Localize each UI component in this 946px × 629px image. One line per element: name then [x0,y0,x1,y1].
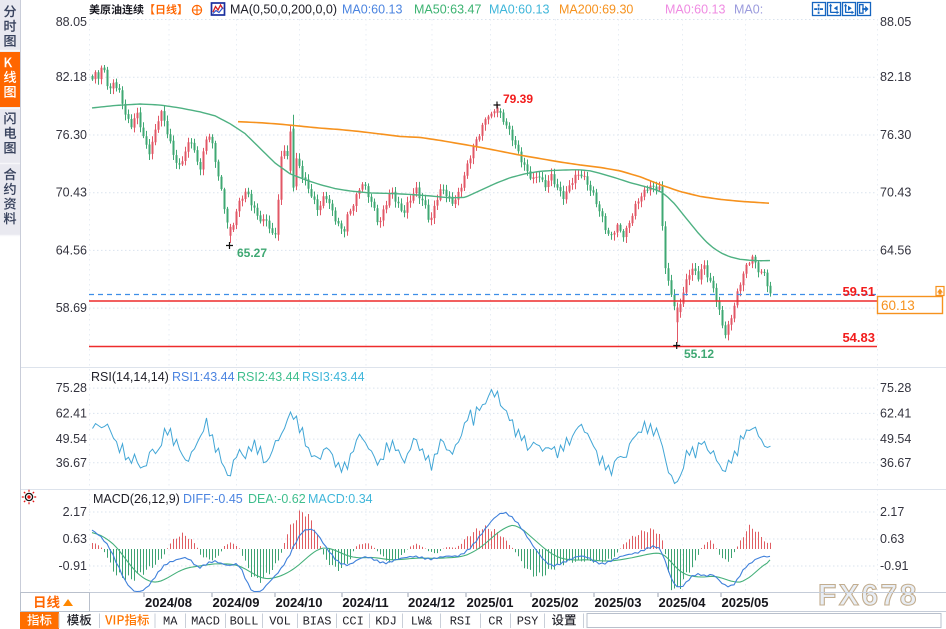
svg-text:PSY: PSY [517,615,539,629]
svg-text:36.67: 36.67 [880,456,911,470]
svg-text:54.83: 54.83 [842,330,875,345]
svg-text:2024/12: 2024/12 [408,595,455,610]
svg-text:59.51: 59.51 [842,284,875,299]
svg-text:2025/05: 2025/05 [722,595,769,610]
svg-text:82.18: 82.18 [880,70,911,84]
svg-text:RSI1:43.44: RSI1:43.44 [172,370,235,384]
svg-text:MACD:0.34: MACD:0.34 [308,492,373,506]
svg-text:58.69: 58.69 [56,301,87,315]
svg-text:FX678: FX678 [818,579,919,612]
svg-text:55.12: 55.12 [684,347,714,361]
svg-text:2.17: 2.17 [63,505,87,519]
svg-text:-0.91: -0.91 [59,559,88,573]
svg-text:KDJ: KDJ [375,615,397,629]
svg-text:75.28: 75.28 [880,381,911,395]
svg-text:36.67: 36.67 [56,456,87,470]
svg-text:RSI: RSI [450,615,472,629]
svg-text:MA0:60.13: MA0:60.13 [665,3,726,17]
svg-text:88.05: 88.05 [56,15,87,29]
svg-text:75.28: 75.28 [56,381,87,395]
svg-text:MACD: MACD [191,615,220,629]
svg-text:49.54: 49.54 [880,432,911,446]
svg-text:CCI: CCI [342,615,364,629]
svg-text:CR: CR [488,615,502,629]
svg-text:64.56: 64.56 [56,243,87,257]
svg-text:2024/11: 2024/11 [342,595,388,610]
svg-text:2025/03: 2025/03 [595,595,642,610]
svg-text:RSI2:43.44: RSI2:43.44 [237,370,300,384]
svg-text:62.41: 62.41 [56,406,87,420]
svg-text:RSI3:43.44: RSI3:43.44 [302,370,365,384]
svg-text:79.39: 79.39 [503,92,533,106]
svg-text:RSI(14,14,14): RSI(14,14,14) [91,370,169,384]
svg-text:2024/09: 2024/09 [213,595,260,610]
svg-text:MACD(26,12,9): MACD(26,12,9) [93,492,180,506]
svg-text:MA0:60.13: MA0:60.13 [489,3,550,17]
svg-text:82.18: 82.18 [56,70,87,84]
svg-text:2024/10: 2024/10 [276,595,323,610]
svg-text:MA0:: MA0: [734,3,763,17]
svg-text:0.63: 0.63 [63,532,87,546]
svg-text:70.43: 70.43 [56,186,87,200]
svg-text:-0.91: -0.91 [880,559,909,573]
svg-text:BOLL: BOLL [230,615,259,629]
svg-text:49.54: 49.54 [56,432,87,446]
svg-text:2025/02: 2025/02 [532,595,579,610]
svg-text:BIAS: BIAS [303,615,332,629]
svg-text:65.27: 65.27 [237,246,267,260]
svg-text:62.41: 62.41 [880,406,911,420]
svg-text:2024/08: 2024/08 [145,595,192,610]
svg-text:MA: MA [163,615,178,629]
svg-text:88.05: 88.05 [880,15,911,29]
svg-text:2.17: 2.17 [880,505,904,519]
svg-text:64.56: 64.56 [880,243,911,257]
svg-text:DEA:-0.62: DEA:-0.62 [248,492,306,506]
svg-text:2025/04: 2025/04 [659,595,707,610]
svg-text:76.30: 76.30 [56,128,87,142]
svg-text:MA0:60.13: MA0:60.13 [342,3,403,17]
svg-text:MA50:63.47: MA50:63.47 [414,3,481,17]
svg-text:70.43: 70.43 [880,186,911,200]
svg-text:MA200:69.30: MA200:69.30 [559,3,633,17]
svg-text:76.30: 76.30 [880,128,911,142]
svg-text:2025/01: 2025/01 [467,595,514,610]
svg-text:DIFF:-0.45: DIFF:-0.45 [183,492,243,506]
svg-text:MA(0,50,0,200,0,0): MA(0,50,0,200,0,0) [230,3,337,17]
svg-text:VOL: VOL [269,615,291,629]
svg-text:0.63: 0.63 [880,532,904,546]
svg-text:60.13: 60.13 [881,298,915,313]
svg-text:LW&: LW& [411,615,433,629]
